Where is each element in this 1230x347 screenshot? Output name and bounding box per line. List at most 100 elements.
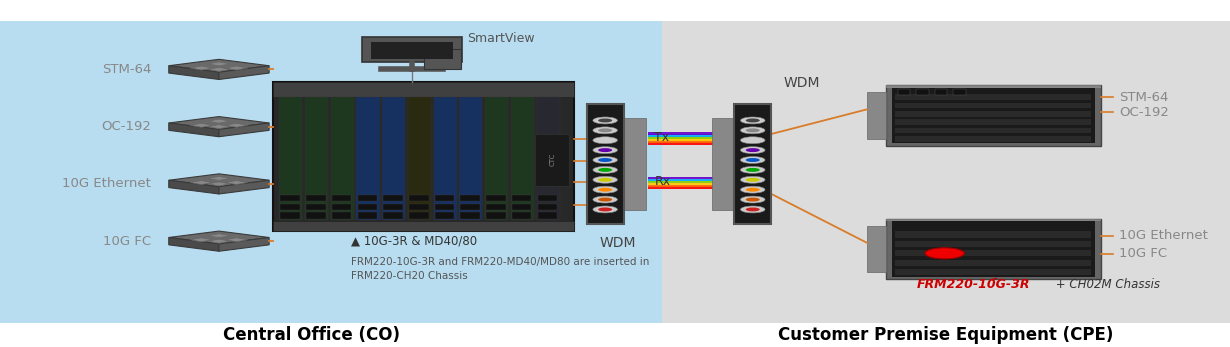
FancyBboxPatch shape — [648, 183, 734, 185]
Circle shape — [593, 117, 617, 124]
Polygon shape — [169, 237, 219, 251]
Polygon shape — [208, 119, 230, 123]
FancyBboxPatch shape — [358, 195, 378, 201]
FancyBboxPatch shape — [892, 221, 1095, 277]
FancyBboxPatch shape — [512, 195, 531, 201]
Polygon shape — [208, 239, 230, 243]
FancyBboxPatch shape — [895, 136, 1091, 142]
Polygon shape — [169, 180, 219, 194]
FancyBboxPatch shape — [357, 97, 380, 220]
Circle shape — [593, 137, 617, 144]
FancyBboxPatch shape — [916, 89, 929, 95]
FancyBboxPatch shape — [648, 186, 734, 189]
FancyBboxPatch shape — [895, 241, 1091, 247]
Circle shape — [745, 118, 760, 122]
Polygon shape — [191, 66, 213, 70]
FancyBboxPatch shape — [538, 195, 557, 201]
Polygon shape — [208, 125, 230, 129]
Polygon shape — [191, 180, 213, 185]
FancyBboxPatch shape — [886, 85, 1101, 146]
Text: OC-192: OC-192 — [101, 120, 151, 133]
Polygon shape — [169, 66, 219, 79]
Circle shape — [745, 208, 760, 211]
Circle shape — [740, 117, 765, 124]
FancyBboxPatch shape — [460, 212, 480, 219]
Polygon shape — [191, 238, 213, 242]
Circle shape — [740, 156, 765, 163]
FancyBboxPatch shape — [648, 177, 734, 179]
Polygon shape — [225, 238, 247, 242]
Polygon shape — [219, 237, 269, 251]
FancyBboxPatch shape — [886, 219, 1101, 221]
FancyBboxPatch shape — [895, 250, 1091, 256]
Circle shape — [740, 206, 765, 213]
Polygon shape — [169, 59, 269, 72]
FancyBboxPatch shape — [358, 204, 378, 210]
FancyBboxPatch shape — [408, 97, 430, 220]
FancyBboxPatch shape — [895, 119, 1091, 125]
FancyBboxPatch shape — [536, 97, 560, 220]
FancyBboxPatch shape — [535, 134, 569, 186]
Polygon shape — [225, 66, 247, 70]
FancyBboxPatch shape — [648, 179, 734, 181]
Circle shape — [593, 127, 617, 134]
FancyBboxPatch shape — [434, 195, 454, 201]
Text: 10G FC: 10G FC — [1119, 247, 1167, 260]
Circle shape — [598, 208, 613, 211]
Text: Customer Premise Equipment (CPE): Customer Premise Equipment (CPE) — [779, 326, 1113, 344]
Text: CTC: CTC — [550, 152, 555, 166]
FancyBboxPatch shape — [648, 136, 734, 139]
Circle shape — [745, 188, 760, 192]
Polygon shape — [191, 123, 213, 127]
Polygon shape — [219, 66, 269, 79]
FancyBboxPatch shape — [895, 231, 1091, 238]
Text: 10G FC: 10G FC — [103, 235, 151, 248]
FancyBboxPatch shape — [384, 204, 403, 210]
FancyBboxPatch shape — [305, 97, 328, 220]
FancyBboxPatch shape — [460, 204, 480, 210]
Circle shape — [593, 147, 617, 154]
Circle shape — [593, 156, 617, 163]
Circle shape — [598, 158, 613, 162]
FancyBboxPatch shape — [867, 92, 886, 139]
FancyBboxPatch shape — [280, 204, 300, 210]
Circle shape — [740, 196, 765, 203]
Text: FRM220-10G-3R: FRM220-10G-3R — [916, 278, 1030, 291]
FancyBboxPatch shape — [273, 82, 574, 97]
Circle shape — [593, 176, 617, 183]
FancyBboxPatch shape — [280, 212, 300, 219]
Polygon shape — [169, 123, 219, 137]
Text: 10G Ethernet: 10G Ethernet — [63, 177, 151, 191]
Text: Rx: Rx — [654, 176, 670, 188]
FancyBboxPatch shape — [434, 212, 454, 219]
Circle shape — [598, 128, 613, 132]
Text: FRM220-CH20 Chassis: FRM220-CH20 Chassis — [351, 271, 467, 281]
Polygon shape — [208, 234, 230, 238]
Text: ▲ 10G-3R & MD40/80: ▲ 10G-3R & MD40/80 — [351, 235, 477, 248]
FancyBboxPatch shape — [332, 195, 352, 201]
Text: OC-192: OC-192 — [1119, 106, 1170, 119]
FancyBboxPatch shape — [648, 185, 734, 187]
FancyBboxPatch shape — [662, 21, 1230, 323]
Polygon shape — [219, 180, 269, 194]
FancyBboxPatch shape — [895, 111, 1091, 117]
FancyBboxPatch shape — [895, 260, 1091, 266]
Polygon shape — [225, 123, 247, 127]
Text: STM-64: STM-64 — [102, 63, 151, 76]
Circle shape — [745, 158, 760, 162]
Polygon shape — [219, 123, 269, 137]
FancyBboxPatch shape — [895, 269, 1091, 275]
Circle shape — [745, 128, 760, 132]
FancyBboxPatch shape — [538, 212, 557, 219]
FancyBboxPatch shape — [424, 49, 461, 69]
FancyBboxPatch shape — [648, 142, 734, 145]
Polygon shape — [169, 174, 269, 187]
FancyBboxPatch shape — [734, 104, 771, 224]
FancyBboxPatch shape — [895, 128, 1091, 133]
FancyBboxPatch shape — [433, 97, 456, 220]
Circle shape — [598, 197, 613, 202]
Circle shape — [745, 197, 760, 202]
Circle shape — [598, 178, 613, 182]
Polygon shape — [225, 180, 247, 185]
FancyBboxPatch shape — [273, 82, 574, 231]
